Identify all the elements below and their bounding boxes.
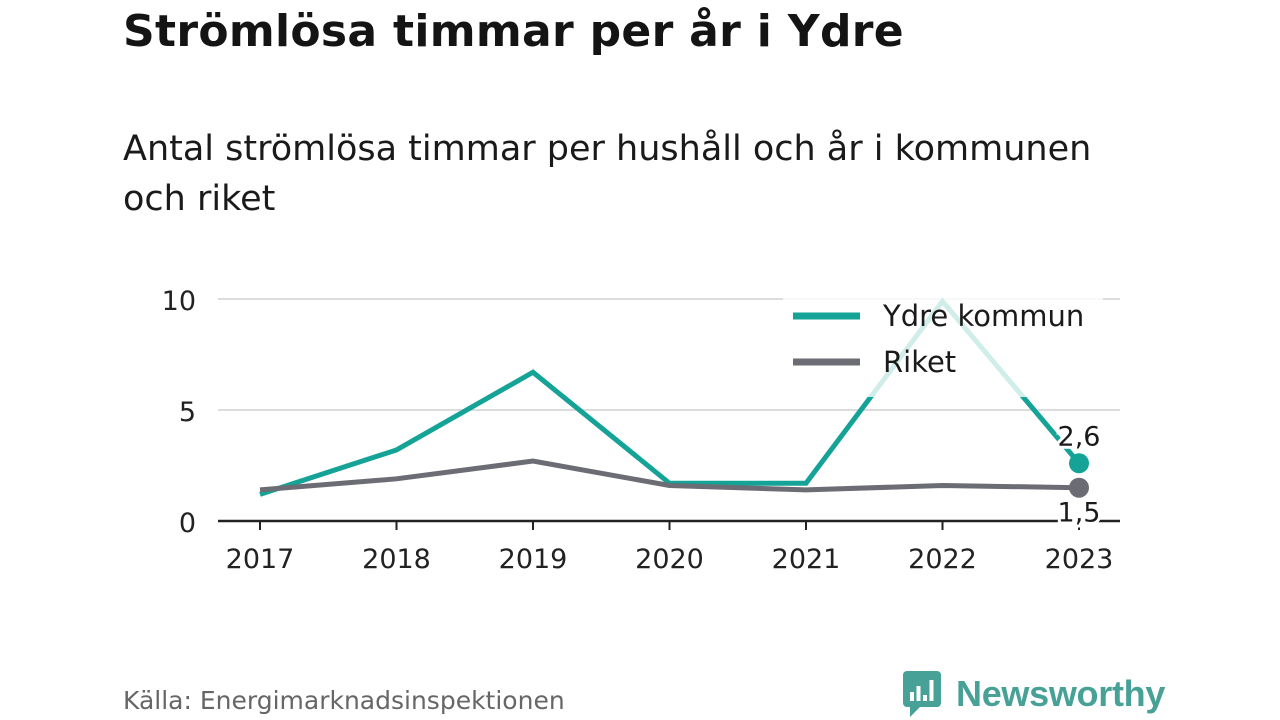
x-tick-label: 2019 <box>499 544 568 575</box>
x-tick-label: 2023 <box>1045 544 1114 575</box>
x-tick-label: 2017 <box>226 544 295 575</box>
end-value-label: 2,6 <box>1058 421 1101 452</box>
brand-name: Newsworthy <box>956 673 1166 714</box>
series-line-1 <box>259 458 1080 493</box>
x-tick-label: 2018 <box>362 544 431 575</box>
y-tick-label: 5 <box>179 397 196 428</box>
bar-chart-speech-bubble-icon <box>903 671 941 717</box>
chart-title: Strömlösa timmar per år i Ydre <box>123 6 904 57</box>
source-note: Källa: Energimarknadsinspektionen <box>123 686 565 715</box>
data-point <box>1069 477 1089 498</box>
end-value-label: 1,5 <box>1058 498 1101 529</box>
y-tick-label: 10 <box>162 286 196 317</box>
brand-logo: Newsworthy <box>902 670 1165 718</box>
y-tick-label: 0 <box>179 508 196 539</box>
data-point <box>1069 453 1089 474</box>
x-tick-label: 2022 <box>908 544 977 575</box>
legend-label: Ydre kommun <box>882 299 1084 333</box>
x-tick-label: 2020 <box>635 544 704 575</box>
x-tick-label: 2021 <box>772 544 841 575</box>
legend-label: Riket <box>883 345 956 379</box>
chart-subtitle: Antal strömlösa timmar per hushåll och å… <box>123 129 1092 219</box>
